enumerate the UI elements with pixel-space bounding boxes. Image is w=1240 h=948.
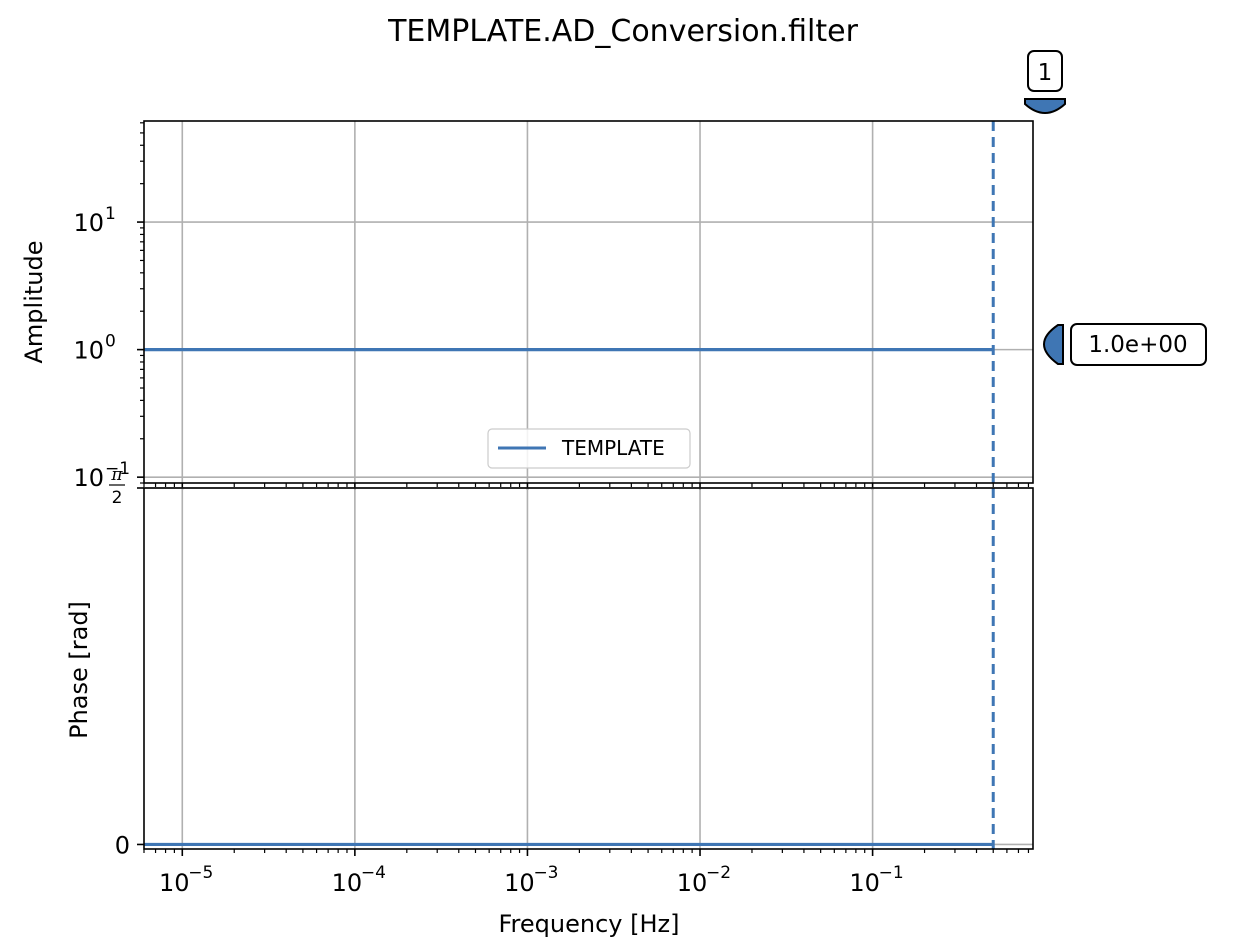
x-tick-exponent: −3 bbox=[533, 863, 558, 883]
stage-marker: 1 bbox=[1024, 50, 1066, 114]
amplitude-y-tick-label: 10 bbox=[73, 464, 104, 492]
x-tick-label: 10 bbox=[332, 869, 363, 897]
phase-ticks bbox=[137, 487, 1030, 856]
stage-marker-box bbox=[1027, 50, 1063, 92]
phase-axes-frame bbox=[143, 487, 1034, 850]
amplitude-y-tick-exponent: 1 bbox=[105, 204, 116, 224]
x-tick-label: 10 bbox=[159, 869, 190, 897]
phase-y-axis-label: Phase [rad] bbox=[65, 601, 93, 739]
amplitude-y-tick-label: 10 bbox=[73, 337, 104, 365]
stage-marker-arrow-icon bbox=[1024, 98, 1066, 114]
amplitude-y-tick-exponent: 0 bbox=[105, 332, 116, 352]
x-tick-exponent: −5 bbox=[188, 863, 213, 883]
max-amplitude-label: 1.0e+00 bbox=[1088, 332, 1187, 358]
x-tick-exponent: −1 bbox=[879, 863, 904, 883]
amplitude-y-tick-exponent: −1 bbox=[105, 459, 130, 479]
x-tick-exponent: −2 bbox=[706, 863, 731, 883]
x-tick-label: 10 bbox=[677, 869, 708, 897]
phase-y-tick-denominator: 2 bbox=[112, 488, 123, 508]
legend-frame bbox=[487, 428, 691, 469]
stage-marker-label: 1 bbox=[1038, 60, 1053, 86]
phase-y-tick-numerator: π bbox=[110, 465, 123, 485]
frequency-x-axis-label: Frequency [Hz] bbox=[499, 910, 680, 938]
max-amplitude-marker: 1.0e+00 bbox=[1043, 323, 1207, 366]
x-tick-label: 10 bbox=[849, 869, 880, 897]
amplitude-axes-frame bbox=[143, 120, 1034, 484]
phase-y-tick-label: 0 bbox=[115, 831, 130, 859]
phase-panel: 0π2 10−5 10−4 10−3 10−2 10−1 Phase [rad] Fre… bbox=[65, 465, 1034, 938]
max-amplitude-box bbox=[1070, 323, 1207, 366]
x-tick-label: 10 bbox=[504, 869, 535, 897]
legend: TEMPLATE bbox=[487, 428, 691, 469]
phase-y-tick-labels: 0 π 2 bbox=[109, 465, 130, 859]
frequency-x-tick-labels: 10−5 10−4 10−3 10−2 10−1 bbox=[159, 863, 904, 897]
phase-grid bbox=[144, 487, 1033, 849]
amplitude-y-axis-label: Amplitude bbox=[20, 241, 48, 364]
max-amplitude-arrow-icon bbox=[1043, 324, 1064, 365]
amplitude-y-tick-label: 10 bbox=[73, 209, 104, 237]
x-tick-exponent: −4 bbox=[361, 863, 386, 883]
figure-title: TEMPLATE.AD_Conversion.filter bbox=[387, 14, 858, 49]
legend-label-template: TEMPLATE bbox=[561, 436, 665, 460]
